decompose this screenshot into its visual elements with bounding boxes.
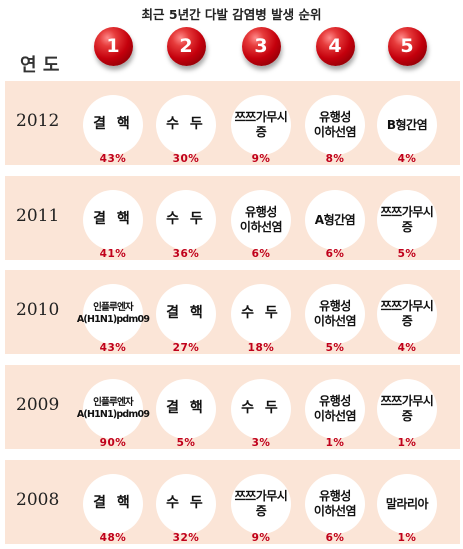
disease-percentage: 1%	[325, 437, 345, 449]
year-label: 2010	[16, 300, 60, 320]
disease-cell: A형간염 6%	[297, 176, 373, 262]
disease-cell: 유행성 이하선염 1%	[297, 365, 373, 451]
disease-name: 쯔쯔가무시증	[377, 284, 437, 344]
disease-name: 유행성 이하선염	[305, 284, 365, 344]
disease-name: 유행성 이하선염	[231, 190, 291, 250]
year-label: 2011	[16, 206, 60, 226]
disease-cell: 결 핵 48%	[75, 460, 151, 546]
rank-badge-2: 2	[166, 27, 206, 66]
page-title: 최근 5년간 다발 감염병 발생 순위	[141, 7, 322, 22]
disease-percentage: 4%	[397, 153, 417, 165]
year-row-2011: 2011 결 핵 41% 수 두 36% 유행성 이하선염 6% A형간염 6% 쯔쯔가무시증 5%	[5, 174, 460, 260]
disease-percentage: 1%	[397, 532, 417, 544]
disease-name: 수 두	[156, 95, 216, 155]
disease-percentage: 5%	[176, 437, 196, 449]
disease-percentage: 36%	[172, 248, 200, 260]
disease-cell: 유행성 이하선염 6%	[223, 176, 299, 262]
disease-cell: 쯔쯔가무시증 5%	[369, 176, 445, 262]
disease-percentage: 5%	[397, 248, 417, 260]
disease-name: 수 두	[156, 190, 216, 250]
disease-cell: 결 핵 41%	[75, 176, 151, 262]
year-label: 2009	[16, 395, 60, 415]
disease-cell: 인플루엔자 A(H1N1)pdm09 90%	[75, 365, 151, 451]
disease-cell: 인플루엔자 A(H1N1)pdm09 43%	[75, 270, 151, 356]
disease-name: 유행성 이하선염	[305, 474, 365, 534]
disease-cell: 쯔쯔가무시증 9%	[223, 460, 299, 546]
disease-cell: B형간염 4%	[369, 81, 445, 167]
disease-cell: 수 두 30%	[148, 81, 224, 167]
disease-percentage: 6%	[251, 248, 271, 260]
disease-name: 유행성 이하선염	[305, 379, 365, 439]
disease-cell: 수 두 36%	[148, 176, 224, 262]
disease-cell: 결 핵 43%	[75, 81, 151, 167]
disease-percentage: 3%	[251, 437, 271, 449]
disease-percentage: 30%	[172, 153, 200, 165]
disease-name: 쯔쯔가무시증	[231, 474, 291, 534]
disease-percentage: 4%	[397, 342, 417, 354]
disease-name: 수 두	[231, 379, 291, 439]
disease-percentage: 1%	[397, 437, 417, 449]
year-row-2012: 2012 결 핵 43% 수 두 30% 쯔쯔가무시증 9% 유행성 이하선염 8% B형간염 4%	[5, 79, 460, 165]
disease-cell: 수 두 18%	[223, 270, 299, 356]
disease-percentage: 41%	[99, 248, 127, 260]
disease-name: 유행성 이하선염	[305, 95, 365, 155]
disease-cell: 쯔쯔가무시증 9%	[223, 81, 299, 167]
disease-name: 인플루엔자 A(H1N1)pdm09	[77, 379, 150, 439]
year-column-header: 연 도	[20, 55, 60, 76]
disease-name: 말라리아	[377, 474, 437, 534]
disease-percentage: 9%	[251, 153, 271, 165]
disease-percentage: 90%	[99, 437, 127, 449]
year-label: 2012	[16, 111, 60, 131]
disease-percentage: 27%	[172, 342, 200, 354]
disease-cell: 쯔쯔가무시증 1%	[369, 365, 445, 451]
disease-cell: 결 핵 27%	[148, 270, 224, 356]
rank-badge-4: 4	[315, 27, 355, 66]
disease-name: 결 핵	[83, 474, 143, 534]
disease-cell: 수 두 32%	[148, 460, 224, 546]
disease-name: 결 핵	[156, 379, 216, 439]
disease-cell: 결 핵 5%	[148, 365, 224, 451]
disease-cell: 수 두 3%	[223, 365, 299, 451]
disease-name: 결 핵	[83, 190, 143, 250]
disease-name: 쯔쯔가무시증	[377, 190, 437, 250]
rank-badge-1: 1	[93, 27, 133, 66]
disease-percentage: 8%	[325, 153, 345, 165]
disease-cell: 말라리아 1%	[369, 460, 445, 546]
disease-name: 수 두	[231, 284, 291, 344]
disease-cell: 쯔쯔가무시증 4%	[369, 270, 445, 356]
disease-percentage: 43%	[99, 153, 127, 165]
disease-name: 인플루엔자 A(H1N1)pdm09	[77, 284, 150, 344]
disease-name: A형간염	[305, 190, 365, 250]
disease-name: 결 핵	[156, 284, 216, 344]
year-row-2010: 2010 인플루엔자 A(H1N1)pdm09 43% 결 핵 27% 수 두 18% 유행성…	[5, 268, 460, 354]
disease-percentage: 18%	[247, 342, 275, 354]
disease-percentage: 5%	[325, 342, 345, 354]
disease-cell: 유행성 이하선염 8%	[297, 81, 373, 167]
year-row-2008: 2008 결 핵 48% 수 두 32% 쯔쯔가무시증 9% 유행성 이하선염 6% 말라리아 1%	[5, 458, 460, 544]
disease-name: B형간염	[377, 95, 437, 155]
rank-badge-5: 5	[387, 27, 427, 66]
disease-percentage: 32%	[172, 532, 200, 544]
year-row-2009: 2009 인플루엔자 A(H1N1)pdm09 90% 결 핵 5% 수 두 3% 유행성 이…	[5, 363, 460, 449]
disease-percentage: 9%	[251, 532, 271, 544]
disease-percentage: 6%	[325, 532, 345, 544]
disease-name: 쯔쯔가무시증	[231, 95, 291, 155]
disease-cell: 유행성 이하선염 5%	[297, 270, 373, 356]
disease-percentage: 6%	[325, 248, 345, 260]
disease-name: 쯔쯔가무시증	[377, 379, 437, 439]
disease-cell: 유행성 이하선염 6%	[297, 460, 373, 546]
disease-name: 결 핵	[83, 95, 143, 155]
disease-name: 수 두	[156, 474, 216, 534]
year-label: 2008	[16, 490, 60, 510]
disease-percentage: 48%	[99, 532, 127, 544]
disease-percentage: 43%	[99, 342, 127, 354]
rank-badge-3: 3	[241, 27, 281, 66]
